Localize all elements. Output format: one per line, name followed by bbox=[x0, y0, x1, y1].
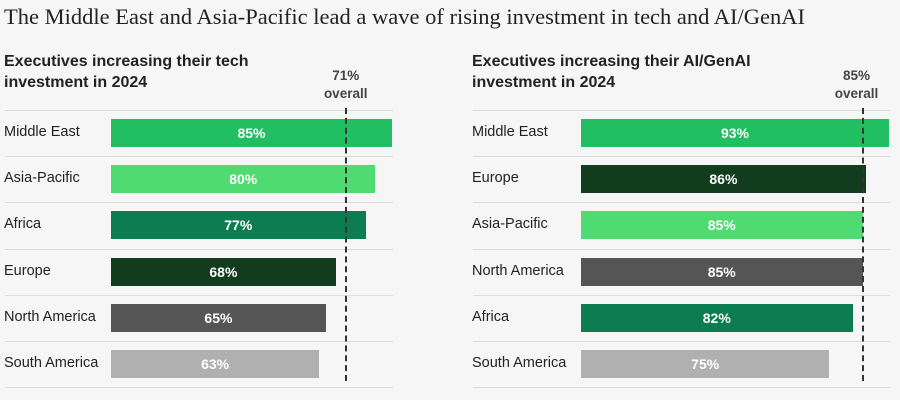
reference-value: 71% bbox=[332, 68, 360, 83]
data-label: 77% bbox=[224, 217, 253, 234]
bar: 86% bbox=[581, 165, 866, 194]
category-label: Africa bbox=[4, 216, 42, 233]
data-label: 65% bbox=[204, 309, 233, 326]
data-label: 80% bbox=[229, 171, 258, 188]
gridline bbox=[473, 202, 890, 204]
data-label: 68% bbox=[209, 263, 238, 280]
gridline bbox=[5, 341, 393, 342]
category-label: South America bbox=[4, 355, 99, 371]
gridline bbox=[473, 110, 890, 111]
bar: 77% bbox=[111, 211, 366, 240]
category-label: North America bbox=[472, 262, 564, 279]
data-label: 82% bbox=[702, 309, 731, 326]
data-label: 85% bbox=[707, 263, 736, 280]
ai-investment-chart: Executives increasing their AI/GenAI inv… bbox=[468, 0, 900, 400]
data-label: 86% bbox=[709, 171, 738, 188]
category-label: Middle East bbox=[4, 124, 80, 140]
ai-chart-subtitle: Executives increasing their AI/GenAI inv… bbox=[472, 53, 751, 91]
data-label: 93% bbox=[720, 125, 750, 141]
category-label: Asia-Pacific bbox=[4, 170, 80, 187]
category-label: Africa bbox=[472, 308, 510, 325]
reference-text: overall bbox=[834, 86, 879, 101]
gridline bbox=[5, 294, 393, 296]
bar: 75% bbox=[581, 350, 830, 378]
reference-line bbox=[344, 108, 347, 382]
gridline bbox=[5, 156, 393, 158]
gridline bbox=[473, 156, 890, 158]
reference-label: 85% overall bbox=[827, 67, 887, 103]
data-label: 85% bbox=[707, 217, 736, 234]
category-label: Europe bbox=[4, 262, 51, 279]
category-label: South America bbox=[472, 355, 567, 371]
gridline bbox=[5, 387, 393, 389]
bar: 68% bbox=[111, 257, 336, 286]
chart-title: The Middle East and Asia-Pacific lead a … bbox=[4, 4, 806, 29]
data-label: 85% bbox=[237, 125, 266, 141]
gridline bbox=[5, 248, 393, 250]
gridline bbox=[5, 110, 393, 111]
bar: 82% bbox=[581, 303, 853, 332]
bar: 93% bbox=[581, 119, 889, 147]
bar: 65% bbox=[111, 303, 326, 332]
reference-value: 85% bbox=[842, 68, 871, 83]
data-label: 63% bbox=[201, 356, 230, 372]
gridline bbox=[473, 341, 890, 342]
gridline bbox=[473, 294, 890, 296]
gridline bbox=[473, 387, 890, 389]
gridline bbox=[5, 202, 393, 204]
gridline bbox=[473, 248, 890, 250]
tech-investment-chart: Executives increasing their tech investm… bbox=[4, 53, 393, 389]
data-label: 75% bbox=[691, 356, 720, 372]
bar: 85% bbox=[111, 119, 392, 147]
category-label: Asia-Pacific bbox=[472, 216, 548, 233]
bar: 63% bbox=[111, 350, 320, 378]
reference-line bbox=[861, 108, 864, 382]
bar: 80% bbox=[111, 165, 376, 194]
reference-text: overall bbox=[323, 86, 368, 101]
bar: 85% bbox=[581, 211, 863, 240]
bar: 85% bbox=[581, 257, 863, 286]
category-label: North America bbox=[4, 308, 96, 325]
category-label: Middle East bbox=[472, 124, 548, 140]
reference-label: 71% overall bbox=[316, 67, 376, 103]
category-label: Europe bbox=[472, 170, 519, 187]
tech-chart-subtitle: Executives increasing their tech investm… bbox=[4, 53, 249, 91]
